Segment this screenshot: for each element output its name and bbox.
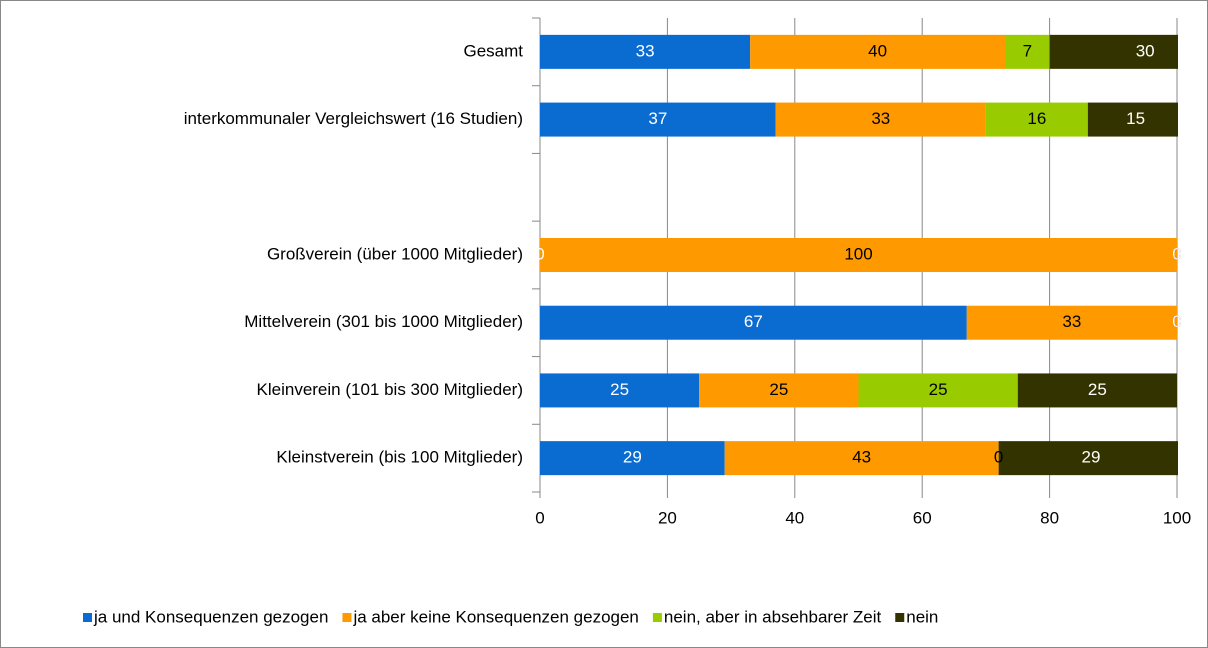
y-tick-label: Großverein (über 1000 Mitglieder) xyxy=(267,244,523,263)
data-label: 30 xyxy=(1136,41,1155,60)
y-tick-label: interkommunaler Vergleichswert (16 Studi… xyxy=(184,109,523,128)
bar-segment xyxy=(858,373,1018,408)
legend-swatch xyxy=(652,613,662,622)
bar-segment xyxy=(699,373,859,408)
data-label: 43 xyxy=(852,448,871,467)
data-label: 0 xyxy=(1172,244,1181,263)
legend-swatch xyxy=(895,613,905,622)
y-tick-label: Gesamt xyxy=(463,41,523,60)
x-tick-label: 0 xyxy=(535,508,544,527)
data-label: 100 xyxy=(844,244,872,263)
data-label: 67 xyxy=(744,312,763,331)
data-label: 25 xyxy=(769,380,788,399)
data-label: 0 xyxy=(994,448,1003,467)
legend-label: ja und Konsequenzen gezogen xyxy=(93,607,328,626)
data-label: 37 xyxy=(648,109,667,128)
data-label: 0 xyxy=(1172,312,1181,331)
data-label: 25 xyxy=(929,380,948,399)
data-label: 29 xyxy=(623,448,642,467)
y-tick-label: Kleinstverein (bis 100 Mitglieder) xyxy=(276,448,523,467)
legend-label: nein xyxy=(906,607,938,626)
data-label: 16 xyxy=(1027,109,1046,128)
labels: Gesamt 33 40 7 30 interkommunaler Vergleichsw… xyxy=(83,41,1182,626)
x-tick-label: 40 xyxy=(785,508,804,527)
bar-segment xyxy=(724,441,999,476)
y-tick-label: Mittelverein (301 bis 1000 Mitglieder) xyxy=(244,312,523,331)
bar-segment xyxy=(540,238,1177,272)
bar-segment xyxy=(540,102,776,137)
bar-segment xyxy=(540,441,725,476)
bar-segment xyxy=(540,34,751,69)
bar-segment xyxy=(540,305,967,340)
data-label: 25 xyxy=(1088,380,1107,399)
bar-segment xyxy=(750,34,1006,69)
data-label: 15 xyxy=(1126,109,1145,128)
x-tick-label: 100 xyxy=(1163,508,1191,527)
data-label: 29 xyxy=(1082,448,1101,467)
data-label: 40 xyxy=(868,41,887,60)
data-label: 0 xyxy=(1172,244,1181,263)
bar-segment xyxy=(775,102,986,137)
bar-segment xyxy=(540,373,700,408)
data-label: 0 xyxy=(535,244,544,263)
x-tick-label: 20 xyxy=(658,508,677,527)
bar-segment xyxy=(1005,34,1050,69)
bar-segment xyxy=(1087,102,1178,137)
data-label: 33 xyxy=(1062,312,1081,331)
bar-segment xyxy=(985,102,1088,137)
y-tick-label: Kleinverein (101 bis 300 Mitglieder) xyxy=(257,380,523,399)
data-label: 7 xyxy=(1023,41,1032,60)
x-tick-label: 80 xyxy=(1040,508,1059,527)
legend-swatch xyxy=(342,613,352,622)
data-label: 33 xyxy=(636,41,655,60)
bar-segment xyxy=(998,441,1178,476)
legend-label: nein, aber in absehbarer Zeit xyxy=(664,607,882,626)
bar-segment xyxy=(1017,373,1177,408)
data-label: 33 xyxy=(871,109,890,128)
data-label: 0 xyxy=(1172,312,1181,331)
x-tick-label: 60 xyxy=(913,508,932,527)
legend-swatch xyxy=(83,613,92,622)
bar-segment xyxy=(966,305,1177,340)
bar-segment xyxy=(1049,34,1178,69)
data-label: 25 xyxy=(610,380,629,399)
bars xyxy=(540,34,1178,476)
legend-label: ja aber keine Konsequenzen gezogen xyxy=(352,607,638,626)
